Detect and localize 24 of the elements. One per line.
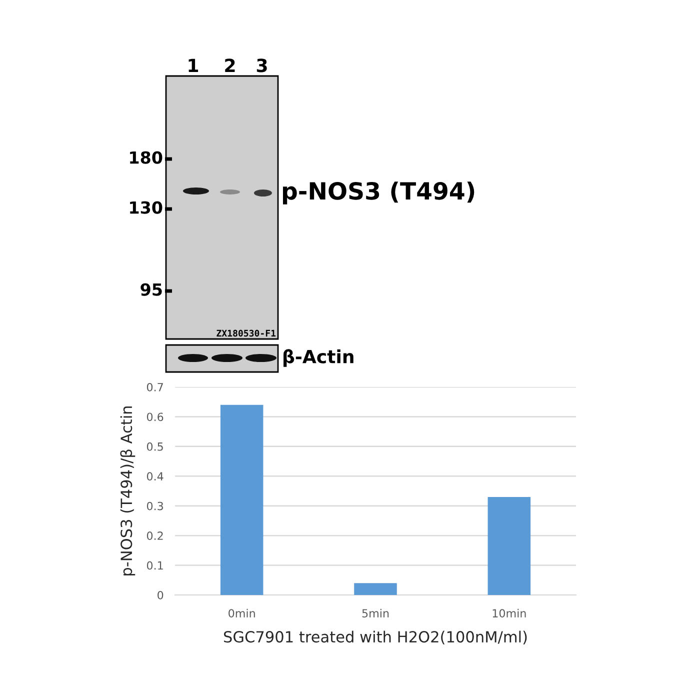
y-tick-label: 0.1 <box>146 561 163 570</box>
x-tick-label: 10min <box>492 608 526 618</box>
bar <box>354 583 397 595</box>
x-tick-label: 5min <box>362 608 389 618</box>
text: 2 <box>225 58 235 72</box>
text: β-Actin <box>284 349 354 367</box>
y-tick-label: 0 <box>158 590 164 600</box>
text: 130 <box>130 201 162 214</box>
y-tick-label: 0.6 <box>146 412 164 422</box>
text: 3 <box>256 58 267 72</box>
text: 180 <box>130 151 162 164</box>
y-tick-label: 0.7 <box>146 382 163 392</box>
bar <box>220 404 264 595</box>
x-tick-label: 0min <box>228 608 255 618</box>
x-axis-title: SGC7901 treated with H2O2(100nM/ml) <box>224 630 527 644</box>
y-tick-label: 0.2 <box>146 532 163 540</box>
y-tick-label: 0.4 <box>146 472 164 481</box>
y-tick-label: 0.3 <box>146 502 163 510</box>
text: 95 <box>140 283 162 296</box>
text: p-NOS3 (T494) <box>282 182 474 204</box>
y-axis-title: p-NOS3 (T494)/β Actin <box>120 406 136 576</box>
bar <box>488 496 531 595</box>
y-tick-label: 0.5 <box>146 442 163 451</box>
text: 1 <box>188 58 198 72</box>
